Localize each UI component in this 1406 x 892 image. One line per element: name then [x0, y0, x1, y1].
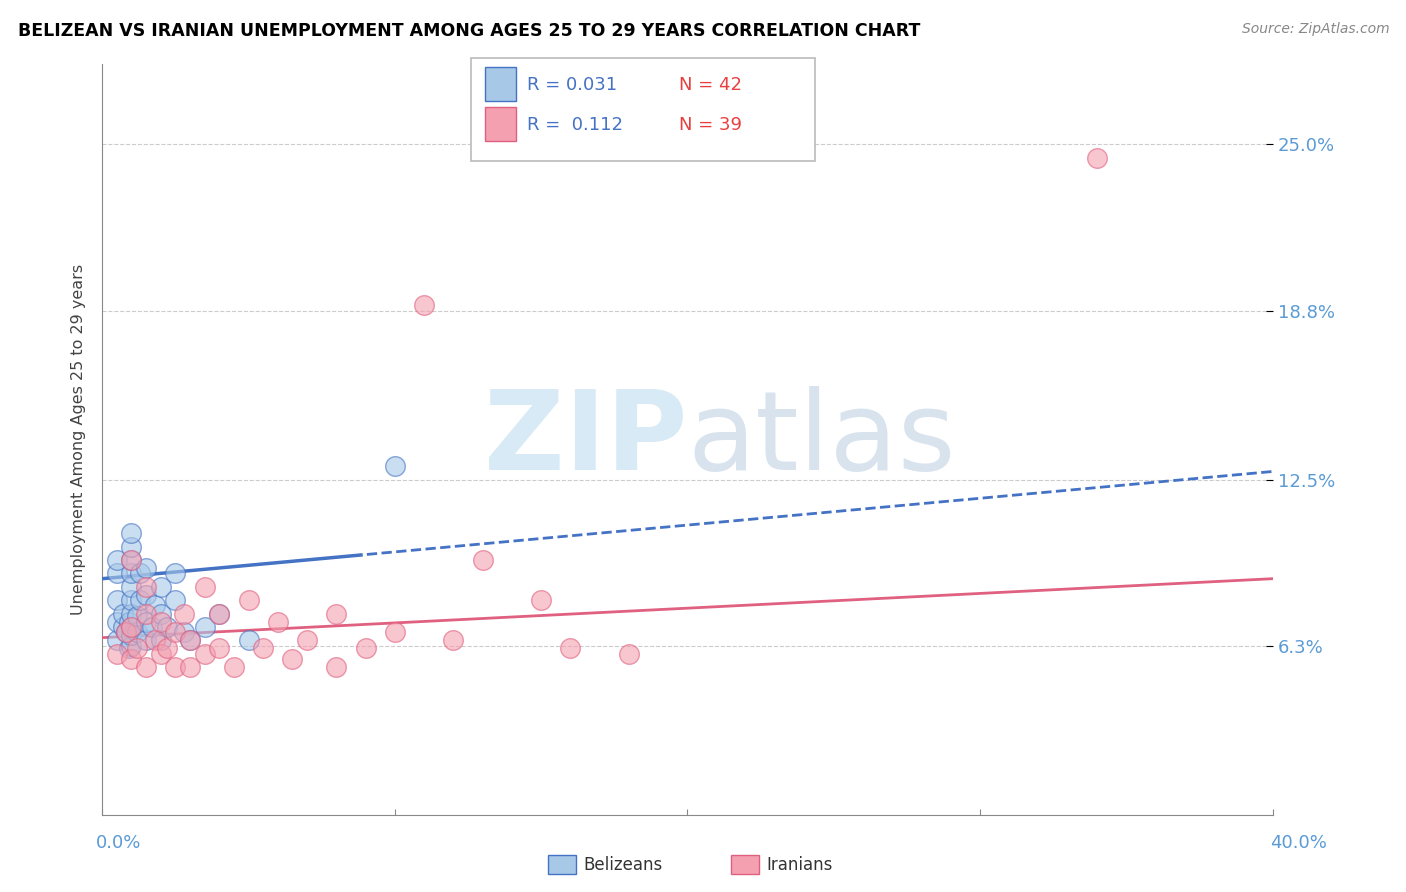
- Point: [105, 593, 128, 607]
- Point: [325, 660, 347, 674]
- Point: [121, 652, 143, 666]
- Text: Source: ZipAtlas.com: Source: ZipAtlas.com: [1241, 22, 1389, 37]
- Point: [135, 588, 157, 602]
- Point: [354, 641, 377, 656]
- Text: 40.0%: 40.0%: [1271, 834, 1327, 852]
- Point: [194, 647, 217, 661]
- Point: [281, 652, 304, 666]
- Point: [105, 647, 128, 661]
- Point: [208, 641, 231, 656]
- Point: [179, 660, 201, 674]
- Point: [135, 607, 157, 621]
- Point: [1085, 151, 1108, 165]
- Point: [121, 540, 143, 554]
- Point: [222, 660, 245, 674]
- Point: [384, 625, 406, 640]
- Text: R = 0.031: R = 0.031: [527, 76, 617, 94]
- Text: R =  0.112: R = 0.112: [527, 116, 623, 134]
- Point: [121, 526, 143, 541]
- Point: [111, 607, 134, 621]
- Point: [155, 641, 177, 656]
- Text: BELIZEAN VS IRANIAN UNEMPLOYMENT AMONG AGES 25 TO 29 YEARS CORRELATION CHART: BELIZEAN VS IRANIAN UNEMPLOYMENT AMONG A…: [18, 22, 921, 40]
- Point: [179, 633, 201, 648]
- Point: [173, 607, 195, 621]
- Point: [441, 633, 464, 648]
- Point: [194, 620, 217, 634]
- Point: [149, 607, 172, 621]
- Point: [135, 561, 157, 575]
- Point: [530, 593, 553, 607]
- Point: [149, 615, 172, 629]
- Point: [165, 566, 187, 581]
- Point: [105, 553, 128, 567]
- Point: [105, 615, 128, 629]
- Point: [114, 625, 136, 640]
- Point: [121, 580, 143, 594]
- Text: ZIP: ZIP: [484, 386, 688, 492]
- Point: [127, 641, 149, 656]
- Point: [135, 580, 157, 594]
- Point: [325, 607, 347, 621]
- Point: [194, 580, 217, 594]
- Point: [105, 566, 128, 581]
- Point: [384, 459, 406, 474]
- Point: [127, 609, 149, 624]
- Point: [560, 641, 582, 656]
- Point: [129, 566, 152, 581]
- Point: [173, 625, 195, 640]
- Point: [135, 660, 157, 674]
- Point: [165, 625, 187, 640]
- Point: [295, 633, 318, 648]
- Point: [471, 553, 494, 567]
- Point: [413, 298, 436, 312]
- Point: [121, 566, 143, 581]
- Point: [127, 625, 149, 640]
- Point: [121, 628, 143, 642]
- Point: [238, 633, 260, 648]
- Text: atlas: atlas: [688, 386, 956, 492]
- Point: [121, 553, 143, 567]
- Point: [135, 633, 157, 648]
- Point: [155, 620, 177, 634]
- Point: [121, 639, 143, 653]
- Point: [121, 607, 143, 621]
- Point: [117, 641, 139, 656]
- Point: [179, 633, 201, 648]
- Point: [252, 641, 274, 656]
- Point: [149, 647, 172, 661]
- Point: [208, 607, 231, 621]
- Y-axis label: Unemployment Among Ages 25 to 29 years: Unemployment Among Ages 25 to 29 years: [72, 264, 86, 615]
- Point: [121, 593, 143, 607]
- Point: [114, 625, 136, 640]
- Point: [143, 633, 166, 648]
- Point: [149, 580, 172, 594]
- Point: [135, 615, 157, 629]
- Point: [143, 599, 166, 613]
- Point: [267, 615, 290, 629]
- Point: [111, 620, 134, 634]
- Point: [121, 620, 143, 634]
- Point: [121, 620, 143, 634]
- Point: [208, 607, 231, 621]
- Point: [105, 633, 128, 648]
- Point: [129, 593, 152, 607]
- Text: Belizeans: Belizeans: [583, 856, 662, 874]
- Point: [149, 633, 172, 648]
- Text: N = 39: N = 39: [679, 116, 742, 134]
- Point: [238, 593, 260, 607]
- Point: [121, 553, 143, 567]
- Text: N = 42: N = 42: [679, 76, 742, 94]
- Text: 0.0%: 0.0%: [96, 834, 141, 852]
- Point: [617, 647, 640, 661]
- Point: [117, 615, 139, 629]
- Point: [165, 660, 187, 674]
- Text: Iranians: Iranians: [766, 856, 832, 874]
- Point: [141, 620, 163, 634]
- Point: [165, 593, 187, 607]
